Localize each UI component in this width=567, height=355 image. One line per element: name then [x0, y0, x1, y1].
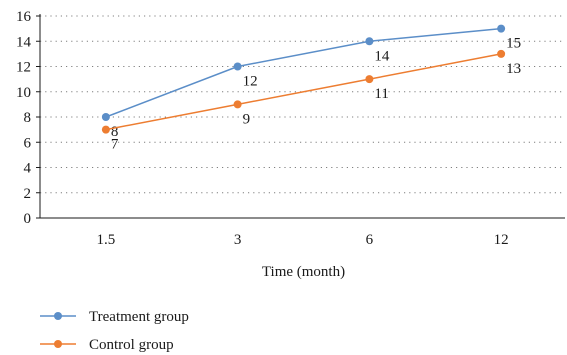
- y-tick-label: 4: [24, 161, 32, 177]
- data-label: 8: [111, 124, 119, 140]
- series-1: 7 9 11 13: [101, 49, 521, 153]
- series-line: [105, 27, 502, 118]
- x-axis-ticks: 1.5 3 6 12: [97, 232, 509, 248]
- data-label: 7: [111, 137, 119, 153]
- y-tick-label: 6: [24, 135, 32, 151]
- legend-item: Control group: [40, 337, 174, 353]
- axes: [36, 14, 565, 219]
- y-tick-label: 0: [24, 211, 32, 227]
- data-point: [101, 113, 110, 121]
- data-label: 11: [374, 86, 388, 102]
- legend-label: Treatment group: [89, 309, 189, 325]
- x-tick-label: 3: [234, 232, 242, 248]
- data-point: [497, 49, 506, 58]
- x-tick-label: 12: [494, 232, 509, 248]
- data-label: 15: [506, 36, 521, 52]
- data-point: [233, 100, 242, 109]
- legend-swatch-marker: [54, 312, 62, 320]
- data-label: 9: [243, 111, 251, 127]
- y-tick-label: 8: [24, 110, 32, 126]
- legend-swatch-marker: [54, 340, 62, 348]
- x-axis-title: Time (month): [262, 264, 345, 280]
- gridlines: [40, 15, 565, 194]
- legend-label: Control group: [89, 337, 174, 353]
- data-point: [233, 62, 242, 71]
- y-tick-label: 16: [16, 9, 32, 25]
- series-0: 8 12 14 15: [101, 24, 521, 140]
- series-layer: 8 12 14 15 7 9 11 13: [101, 24, 521, 153]
- data-label: 12: [243, 74, 258, 90]
- legend: Treatment group Control group: [40, 309, 189, 353]
- y-tick-label: 10: [16, 85, 31, 101]
- data-point: [365, 75, 374, 84]
- data-label: 13: [506, 61, 521, 77]
- data-point: [497, 24, 506, 33]
- x-tick-label: 1.5: [97, 232, 116, 248]
- series-line: [105, 53, 502, 131]
- y-tick-label: 14: [16, 34, 32, 50]
- legend-item: Treatment group: [40, 309, 189, 325]
- data-point: [101, 125, 110, 134]
- y-tick-label: 12: [16, 60, 31, 76]
- data-point: [365, 37, 374, 46]
- data-label: 14: [374, 48, 390, 64]
- y-axis-ticks: 0 2 4 6 8 10 12 14 16: [16, 9, 32, 227]
- x-tick-label: 6: [366, 232, 374, 248]
- y-tick-label: 2: [24, 186, 32, 202]
